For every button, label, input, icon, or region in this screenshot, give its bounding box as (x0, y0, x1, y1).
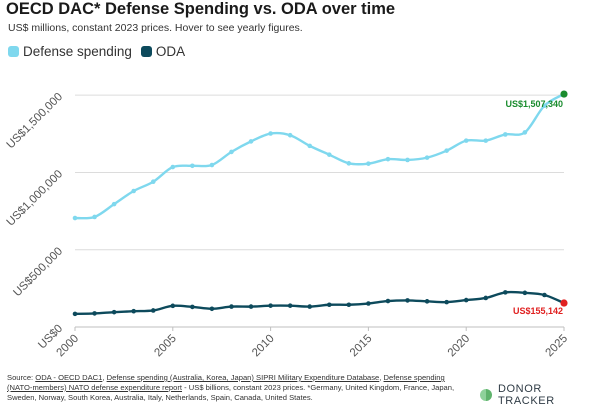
data-point-defense (522, 130, 528, 135)
end-label-oda: US$155,142 (513, 306, 563, 316)
data-point-oda (503, 290, 508, 295)
data-point-oda (444, 299, 449, 305)
x-axis: 2000 2005 2010 2015 2020 2025 (55, 327, 571, 360)
data-point-defense (385, 156, 391, 162)
data-point-defense (248, 139, 254, 144)
source-link-oda[interactable]: ODA - OECD DAC1 (35, 373, 103, 382)
data-point-defense (170, 164, 176, 170)
x-tick-label: 2020 (446, 333, 473, 360)
data-point-oda (522, 290, 528, 296)
series-lines (73, 92, 566, 316)
series-line-defense (73, 92, 566, 220)
data-point-defense (424, 155, 430, 160)
legend-item-oda[interactable]: ODA (140, 44, 186, 59)
data-point-oda (209, 306, 215, 312)
data-point-oda (190, 304, 195, 310)
data-point-defense (444, 148, 449, 153)
data-point-defense (268, 131, 273, 136)
data-point-oda (542, 292, 547, 298)
source-link-sipri[interactable]: Defense spending (Australia, Korea, Japa… (106, 373, 380, 382)
series-points (72, 90, 568, 317)
x-tick-label: 2010 (250, 333, 277, 360)
data-point-defense (503, 132, 508, 137)
source-prefix: Source: (7, 373, 36, 382)
data-point-defense (346, 161, 352, 166)
x-tick-label: 2025 (544, 333, 571, 360)
data-point-oda (385, 298, 391, 304)
x-tick-label: 2005 (152, 333, 179, 360)
chart-subtitle: US$ millions, constant 2023 prices. Hove… (8, 22, 303, 34)
data-point-oda (229, 304, 234, 309)
series-line-oda (73, 290, 566, 316)
legend-label-defense: Defense spending (23, 44, 132, 59)
gridlines (75, 94, 564, 328)
data-point-defense (111, 201, 117, 207)
source-tail: - US$ billions, constant 2023 prices. *G… (7, 383, 455, 402)
chart-title: OECD DAC* Defense Spending vs. ODA over … (6, 0, 396, 18)
data-point-oda (72, 311, 78, 317)
y-tick-label: US$500,000 (11, 245, 65, 299)
legend-item-defense[interactable]: Defense spending (8, 44, 132, 59)
data-point-oda (483, 295, 489, 301)
data-point-defense (483, 138, 489, 143)
data-point-oda (111, 309, 117, 315)
data-point-oda (326, 302, 332, 308)
y-tick-label: US$1,500,000 (5, 91, 65, 151)
data-point-defense (542, 103, 547, 108)
data-point-oda (131, 308, 136, 314)
legend: Defense spending ODA (8, 44, 194, 59)
donor-tracker-logo-icon (480, 389, 492, 401)
data-point-oda (287, 303, 293, 308)
legend-label-oda: ODA (155, 44, 186, 59)
data-point-defense (190, 163, 195, 169)
data-point-defense (405, 157, 410, 163)
data-point-defense (287, 132, 293, 138)
source-sep-1: , (102, 373, 107, 382)
data-point-defense (307, 143, 313, 149)
data-point-oda (248, 304, 254, 309)
data-point-defense (463, 138, 469, 143)
data-point-defense (366, 161, 371, 166)
data-point-oda (463, 297, 469, 303)
brand-name: DONOR TRACKER (497, 383, 555, 407)
source-sep-2: , (379, 373, 384, 382)
data-point-oda (346, 302, 352, 308)
series-end-labels: US$1,507,340 US$155,142 (505, 99, 563, 316)
data-point-defense (560, 90, 568, 98)
data-point-defense (229, 149, 234, 155)
x-tick-label: 2015 (348, 333, 375, 360)
data-point-oda (92, 311, 97, 316)
data-point-defense (72, 215, 78, 221)
data-point-oda (424, 299, 430, 304)
end-label-defense: US$1,507,340 (505, 99, 563, 109)
data-point-defense (131, 188, 136, 194)
data-point-oda (405, 298, 410, 303)
data-point-defense (150, 179, 156, 185)
y-tick-label: US$1,000,000 (5, 168, 65, 228)
data-point-defense (92, 214, 97, 220)
brand-logo[interactable]: DONOR TRACKER (480, 383, 602, 407)
data-point-defense (209, 162, 215, 168)
legend-swatch-oda (140, 46, 152, 57)
source-link-nato[interactable]: Defense spending (NATO-members) NATO def… (7, 373, 445, 392)
data-point-oda (366, 301, 371, 306)
data-point-oda (307, 304, 313, 309)
data-point-oda (170, 303, 176, 309)
legend-swatch-defense (8, 46, 19, 57)
data-point-oda (268, 303, 273, 308)
data-point-oda (150, 308, 156, 313)
data-point-defense (326, 152, 332, 157)
source-note: Source: ODA - OECD DAC1, Defense spendin… (7, 373, 469, 403)
data-point-oda (560, 299, 568, 307)
